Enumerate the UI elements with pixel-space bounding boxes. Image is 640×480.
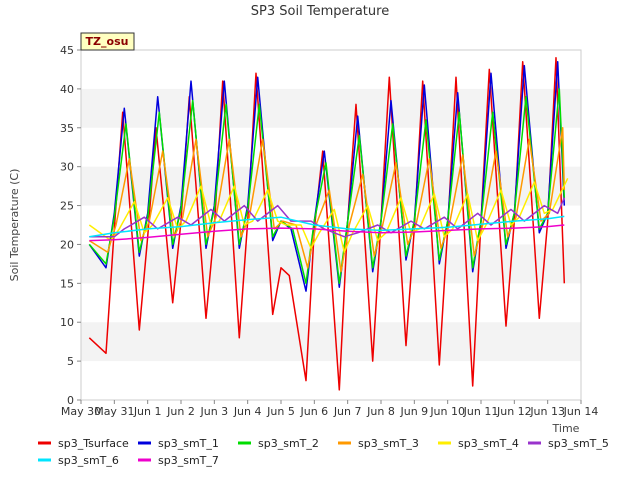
station-badge: TZ_osu [80, 32, 135, 51]
y-tick-label: 10 [60, 316, 74, 329]
series-line-sp3_smT_6 [89, 215, 565, 238]
x-tick-label: Jun 13 [529, 405, 565, 418]
legend-label: sp3_smT_1 [158, 437, 219, 450]
x-tick-label: Jun 14 [563, 405, 599, 418]
y-tick-label: 25 [60, 200, 74, 213]
station-label: TZ_osu [86, 35, 129, 48]
legend-label: sp3_smT_7 [158, 454, 219, 467]
y-tick-label: 30 [60, 161, 74, 174]
x-tick-label: Jun 1 [133, 405, 162, 418]
grid-band [81, 88, 581, 128]
x-tick-label: Jun 5 [266, 405, 295, 418]
series-line-sp3_smT_2 [88, 88, 566, 285]
x-tick-label: Jun 6 [299, 405, 328, 418]
x-tick-label: May 31 [94, 405, 134, 418]
y-tick-label: 45 [60, 44, 74, 57]
legend-label: sp3_Tsurface [58, 437, 129, 450]
x-tick-label: Jun 10 [429, 405, 465, 418]
grid-band [81, 322, 581, 362]
chart-title: SP3 Soil Temperature [251, 4, 389, 19]
y-axis-ticks: 0 5 10 15 20 25 30 35 40 45 [60, 44, 81, 407]
x-tick-label: Jun 3 [199, 405, 228, 418]
y-tick-label: 5 [67, 355, 74, 368]
series-line-sp3_smT_4 [88, 177, 569, 253]
y-tick-label: 0 [67, 394, 74, 407]
x-tick-label: Jun 2 [166, 405, 195, 418]
station-badge-box [80, 32, 135, 51]
legend-label: sp3_smT_3 [358, 437, 419, 450]
series-line-sp3_smT_7 [89, 224, 565, 242]
legend-label: sp3_smT_2 [258, 437, 319, 450]
legend: sp3_Tsurface sp3_smT_1 sp3_smT_2 sp3_smT_3 s… [38, 437, 609, 467]
y-tick-label: 20 [60, 238, 74, 251]
x-tick-label: Jun 12 [496, 405, 532, 418]
x-tick-label: Jun 9 [399, 405, 428, 418]
y-axis-label: Soil Temperature (C) [8, 169, 21, 282]
legend-label: sp3_smT_4 [458, 437, 519, 450]
y-tick-label: 40 [60, 83, 74, 96]
legend-label: sp3_smT_6 [58, 454, 119, 467]
x-axis-label: Time [552, 422, 580, 435]
series-line-sp3_Tsurface [88, 57, 566, 391]
x-tick-label: Jun 8 [366, 405, 395, 418]
series-lines [88, 57, 569, 391]
plot-frame [80, 49, 582, 401]
x-tick-label: Jun 7 [333, 405, 362, 418]
y-tick-label: 15 [60, 277, 74, 290]
y-tick-label: 35 [60, 122, 74, 135]
x-tick-label: Jun 11 [463, 405, 499, 418]
x-tick-label: May 30 [61, 405, 101, 418]
x-tick-label: Jun 4 [233, 405, 262, 418]
legend-label: sp3_smT_5 [548, 437, 609, 450]
